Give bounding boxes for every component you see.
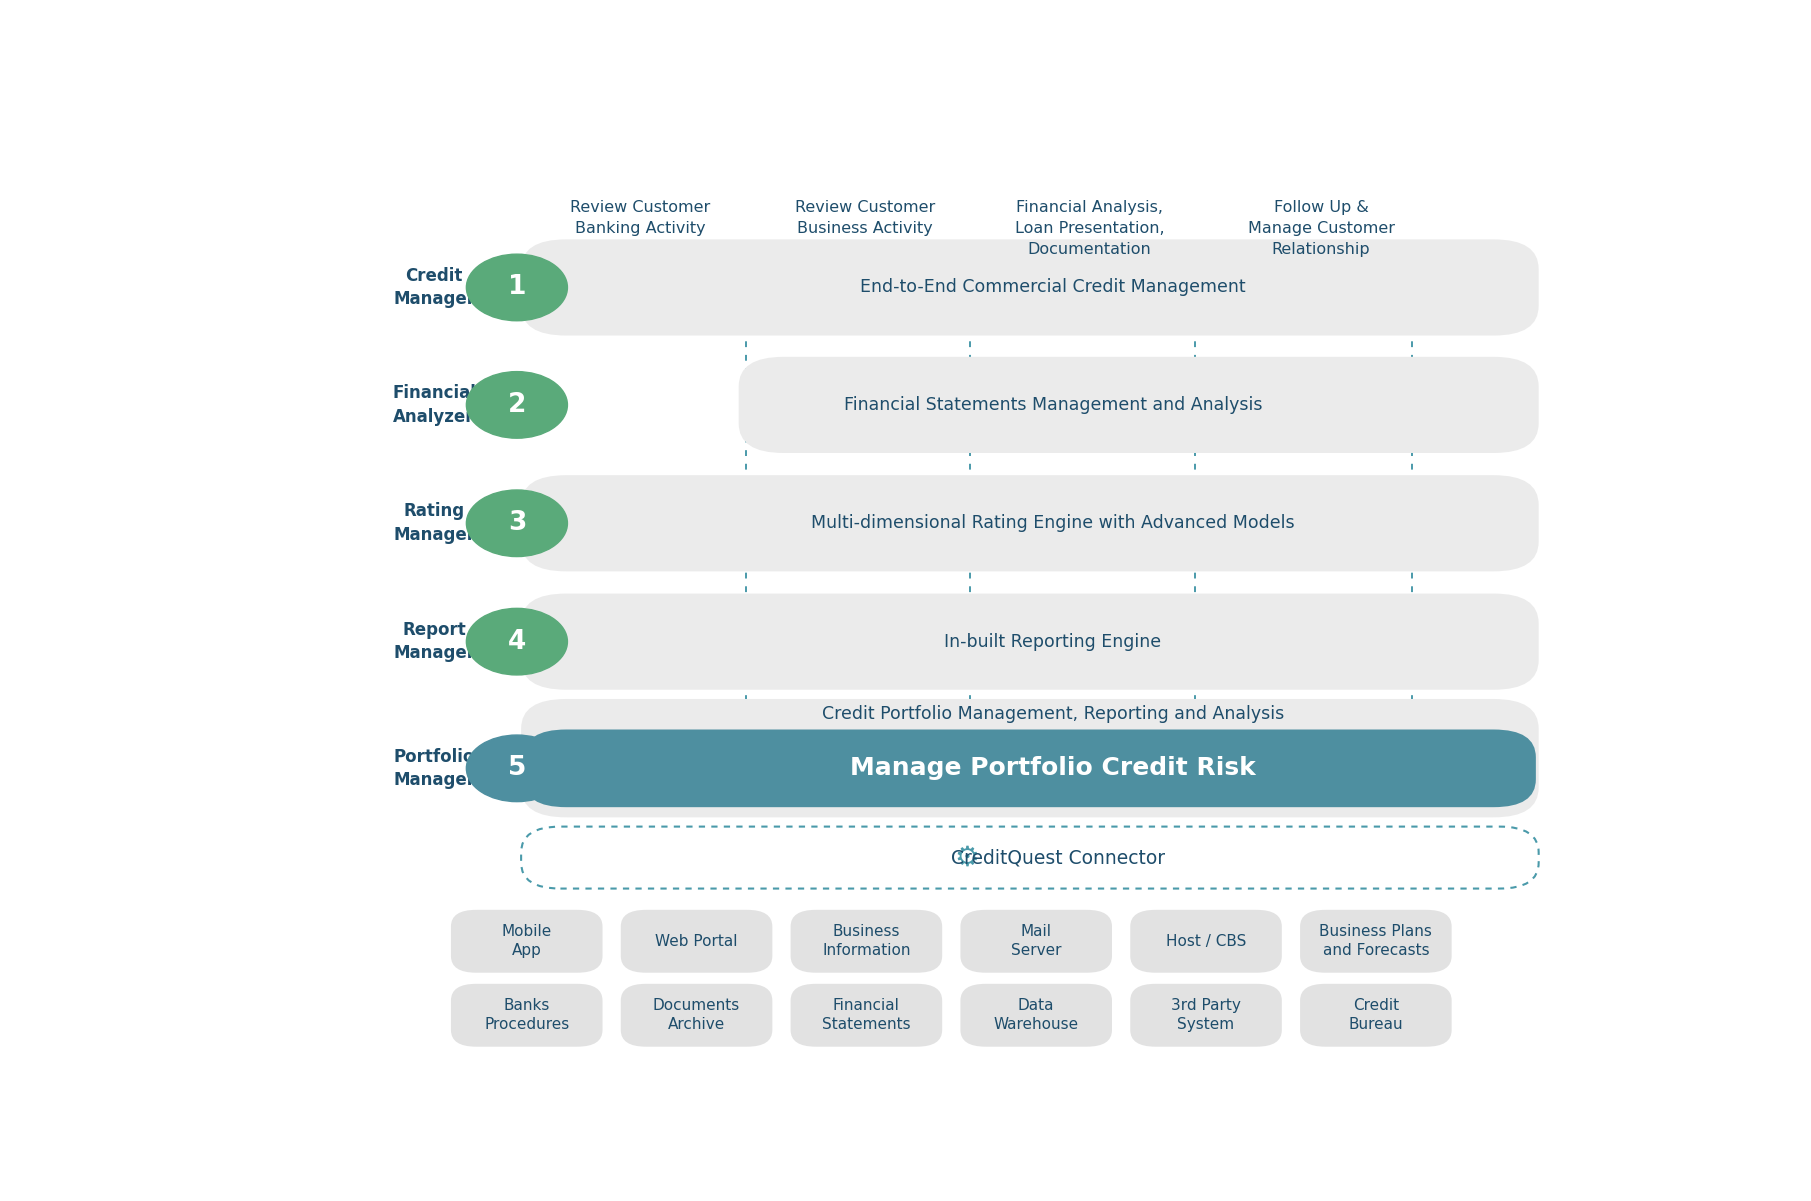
Text: 2: 2 [507,392,525,418]
Text: Business
Information: Business Information [822,925,911,958]
FancyBboxPatch shape [1130,910,1282,973]
Text: Report
Manager: Report Manager [393,621,474,663]
FancyBboxPatch shape [791,984,942,1047]
Text: Follow Up &
Manage Customer
Relationship: Follow Up & Manage Customer Relationship [1248,199,1394,257]
Text: Web Portal: Web Portal [656,933,737,949]
FancyBboxPatch shape [739,357,1539,453]
Text: Banks
Procedures: Banks Procedures [484,998,569,1033]
Text: Host / CBS: Host / CBS [1166,933,1246,949]
Text: 3: 3 [507,510,525,537]
Text: Financial Analysis,
Loan Presentation,
Documentation: Financial Analysis, Loan Presentation, D… [1014,199,1164,257]
FancyBboxPatch shape [1300,984,1452,1047]
Text: Mail
Server: Mail Server [1011,925,1061,958]
Text: Portfolio
Manager: Portfolio Manager [393,747,474,789]
FancyBboxPatch shape [522,826,1539,889]
Text: Business Plans
and Forecasts: Business Plans and Forecasts [1320,925,1433,958]
Text: End-to-End Commercial Credit Management: End-to-End Commercial Credit Management [860,279,1246,297]
Circle shape [467,255,567,321]
FancyBboxPatch shape [621,910,771,973]
Text: Review Customer
Banking Activity: Review Customer Banking Activity [570,199,710,235]
FancyBboxPatch shape [960,910,1112,973]
Text: Manage Portfolio Credit Risk: Manage Portfolio Credit Risk [849,757,1255,781]
Text: Financial
Analyzer: Financial Analyzer [393,384,476,425]
FancyBboxPatch shape [522,239,1539,335]
Text: In-built Reporting Engine: In-built Reporting Engine [945,633,1161,651]
FancyBboxPatch shape [523,729,1536,807]
Text: Documents
Archive: Documents Archive [654,998,741,1033]
Text: Data
Warehouse: Data Warehouse [994,998,1079,1033]
FancyBboxPatch shape [451,984,603,1047]
Text: Credit
Bureau: Credit Bureau [1349,998,1404,1033]
FancyBboxPatch shape [621,984,771,1047]
Text: 4: 4 [507,628,525,655]
Text: Financial
Statements: Financial Statements [822,998,911,1033]
FancyBboxPatch shape [1130,984,1282,1047]
Text: Financial Statements Management and Analysis: Financial Statements Management and Anal… [844,396,1262,414]
Text: Credit Portfolio Management, Reporting and Analysis: Credit Portfolio Management, Reporting a… [822,705,1284,723]
FancyBboxPatch shape [1300,910,1452,973]
Text: Rating
Manager: Rating Manager [393,502,474,544]
FancyBboxPatch shape [522,699,1539,818]
Text: CreditQuest Connector: CreditQuest Connector [951,848,1164,867]
Circle shape [467,490,567,556]
FancyBboxPatch shape [522,476,1539,572]
Circle shape [467,735,567,801]
Text: ⚙: ⚙ [954,843,980,872]
Text: Mobile
App: Mobile App [502,925,552,958]
Text: 3rd Party
System: 3rd Party System [1172,998,1241,1033]
FancyBboxPatch shape [451,910,603,973]
Text: Multi-dimensional Rating Engine with Advanced Models: Multi-dimensional Rating Engine with Adv… [811,514,1295,532]
Circle shape [467,371,567,438]
Text: 1: 1 [507,275,527,300]
Text: Review Customer
Business Activity: Review Customer Business Activity [795,199,934,235]
FancyBboxPatch shape [791,910,942,973]
Text: Credit
Manager: Credit Manager [393,267,474,309]
FancyBboxPatch shape [522,593,1539,689]
Text: 5: 5 [507,755,525,782]
FancyBboxPatch shape [960,984,1112,1047]
Circle shape [467,609,567,675]
